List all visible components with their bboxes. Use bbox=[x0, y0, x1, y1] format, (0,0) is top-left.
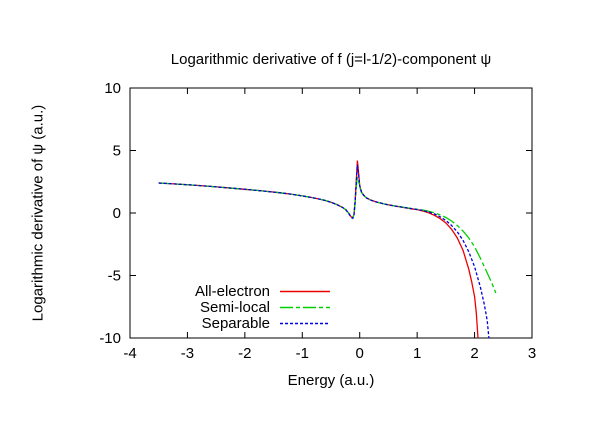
legend-item-separable: Separable bbox=[140, 314, 331, 332]
x-tick-label: 3 bbox=[528, 345, 536, 362]
series-line-semi-local bbox=[158, 176, 497, 294]
y-tick-label: -10 bbox=[99, 330, 121, 347]
y-tick-label: 5 bbox=[113, 143, 121, 160]
y-tick-label: 0 bbox=[113, 205, 121, 222]
x-tick-label: -4 bbox=[123, 345, 136, 362]
y-tick-label: -5 bbox=[108, 268, 121, 285]
legend-line-sample bbox=[280, 322, 330, 324]
chart-title: Logarithmic derivative of f (j=l-1/2)-co… bbox=[170, 51, 492, 68]
x-tick-label: 2 bbox=[470, 345, 478, 362]
x-tick-label: -3 bbox=[181, 345, 194, 362]
y-tick-label: 10 bbox=[104, 80, 121, 97]
x-tick-label: 1 bbox=[413, 345, 421, 362]
x-tick-label: 0 bbox=[356, 345, 364, 362]
legend-label: Semi-local bbox=[199, 298, 270, 316]
legend-label: Separable bbox=[201, 314, 270, 332]
legend-line-sample bbox=[280, 306, 330, 308]
x-tick-label: -1 bbox=[296, 345, 309, 362]
legend-item-all-electron: All-electron bbox=[140, 282, 331, 300]
legend-line-sample bbox=[280, 290, 330, 292]
y-axis-label: Logarithmic derivative of ψ (a.u.) bbox=[29, 104, 47, 322]
x-axis-label: Energy (a.u.) bbox=[287, 372, 375, 389]
legend: All-electron Semi-local Separable bbox=[140, 282, 331, 332]
series-line-separable bbox=[158, 164, 490, 338]
legend-label: All-electron bbox=[194, 282, 270, 300]
x-tick-label: -2 bbox=[238, 345, 251, 362]
legend-item-semi-local: Semi-local bbox=[140, 298, 331, 316]
plot-border bbox=[129, 87, 533, 339]
